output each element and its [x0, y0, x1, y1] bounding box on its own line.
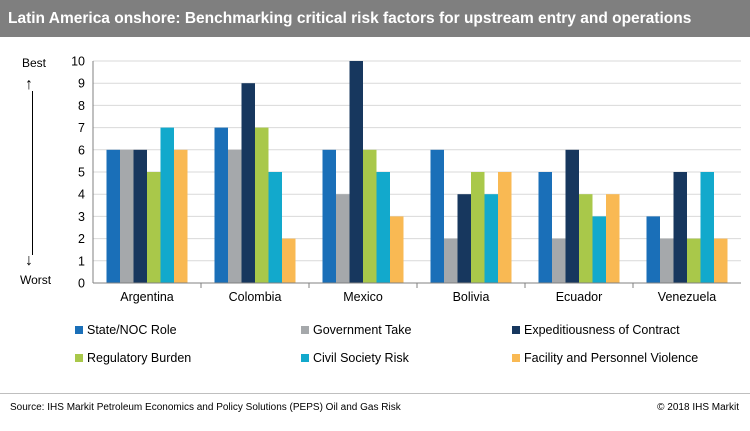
y-tick-label: 1 — [78, 254, 85, 268]
arrow-down-icon: ↓ — [25, 252, 33, 269]
axes: 0 1 2 3 4 5 6 7 8 9 10 Argentina Colombia Mexico Boliv… — [71, 55, 741, 304]
bar — [606, 194, 620, 283]
legend-label: Expeditiousness of Contract — [524, 323, 680, 337]
bar — [484, 194, 498, 283]
bar — [336, 194, 350, 283]
grid-lines — [93, 60, 741, 262]
y-tick-label: 9 — [78, 77, 85, 91]
legend-swatch — [75, 354, 83, 362]
bar — [430, 149, 444, 283]
bar — [471, 172, 485, 283]
x-tick-label: Bolivia — [453, 290, 490, 304]
legend-swatch — [301, 354, 309, 362]
legend-label: Government Take — [313, 323, 411, 337]
legend-label: Facility and Personnel Violence — [524, 351, 698, 365]
bar — [255, 127, 269, 283]
bar — [538, 172, 552, 283]
legend-swatch — [301, 326, 309, 334]
x-tick-label: Ecuador — [556, 290, 603, 304]
bar — [714, 238, 728, 283]
source-note: Source: IHS Markit Petroleum Economics a… — [10, 402, 401, 413]
bar — [376, 172, 390, 283]
bar — [120, 149, 134, 283]
bar — [133, 149, 147, 283]
bar — [147, 172, 161, 283]
x-tick-label: Mexico — [343, 290, 383, 304]
arrow-shaft — [32, 91, 33, 255]
y-tick-label: 10 — [71, 55, 85, 69]
bar — [349, 61, 363, 283]
y-tick-label: 0 — [78, 277, 85, 291]
bar — [174, 149, 188, 283]
legend-label: State/NOC Role — [87, 323, 177, 337]
bar — [552, 238, 566, 283]
copyright-note: © 2018 IHS Markit — [657, 402, 739, 413]
bar — [390, 216, 404, 283]
chart-title: Latin America onshore: Benchmarking crit… — [0, 0, 750, 37]
legend-swatch — [512, 326, 520, 334]
legend: State/NOC Role Government Take Expeditious… — [75, 323, 698, 365]
footer-divider — [0, 393, 750, 394]
x-tick-label: Colombia — [229, 290, 282, 304]
axis-worst-label: Worst — [20, 273, 52, 287]
bar — [363, 149, 377, 283]
x-tick-label: Argentina — [120, 290, 174, 304]
bar — [160, 127, 174, 283]
bar — [592, 216, 606, 283]
y-tick-label: 5 — [78, 166, 85, 180]
arrow-up-icon: ↑ — [25, 76, 33, 93]
bar — [444, 238, 458, 283]
y-tick-label: 3 — [78, 210, 85, 224]
bar — [687, 238, 701, 283]
bar — [106, 149, 120, 283]
x-tick-label: Venezuela — [658, 290, 716, 304]
bar — [498, 172, 512, 283]
bar — [322, 149, 336, 283]
bar — [241, 83, 255, 283]
legend-label: Civil Society Risk — [313, 351, 410, 365]
bar — [660, 238, 674, 283]
legend-swatch — [512, 354, 520, 362]
bars — [106, 61, 728, 283]
legend-swatch — [75, 326, 83, 334]
bar — [673, 172, 687, 283]
bar — [228, 149, 242, 283]
bar — [565, 149, 579, 283]
axis-best-label: Best — [22, 56, 47, 70]
bar — [700, 172, 714, 283]
bar — [646, 216, 660, 283]
legend-label: Regulatory Burden — [87, 351, 191, 365]
y-tick-label: 7 — [78, 121, 85, 135]
bar — [457, 194, 471, 283]
bar — [214, 127, 228, 283]
y-tick-label: 4 — [78, 188, 85, 202]
bar — [282, 238, 296, 283]
y-tick-label: 2 — [78, 232, 85, 246]
y-tick-label: 8 — [78, 99, 85, 113]
bar — [579, 194, 593, 283]
bar — [268, 172, 282, 283]
y-tick-label: 6 — [78, 143, 85, 157]
